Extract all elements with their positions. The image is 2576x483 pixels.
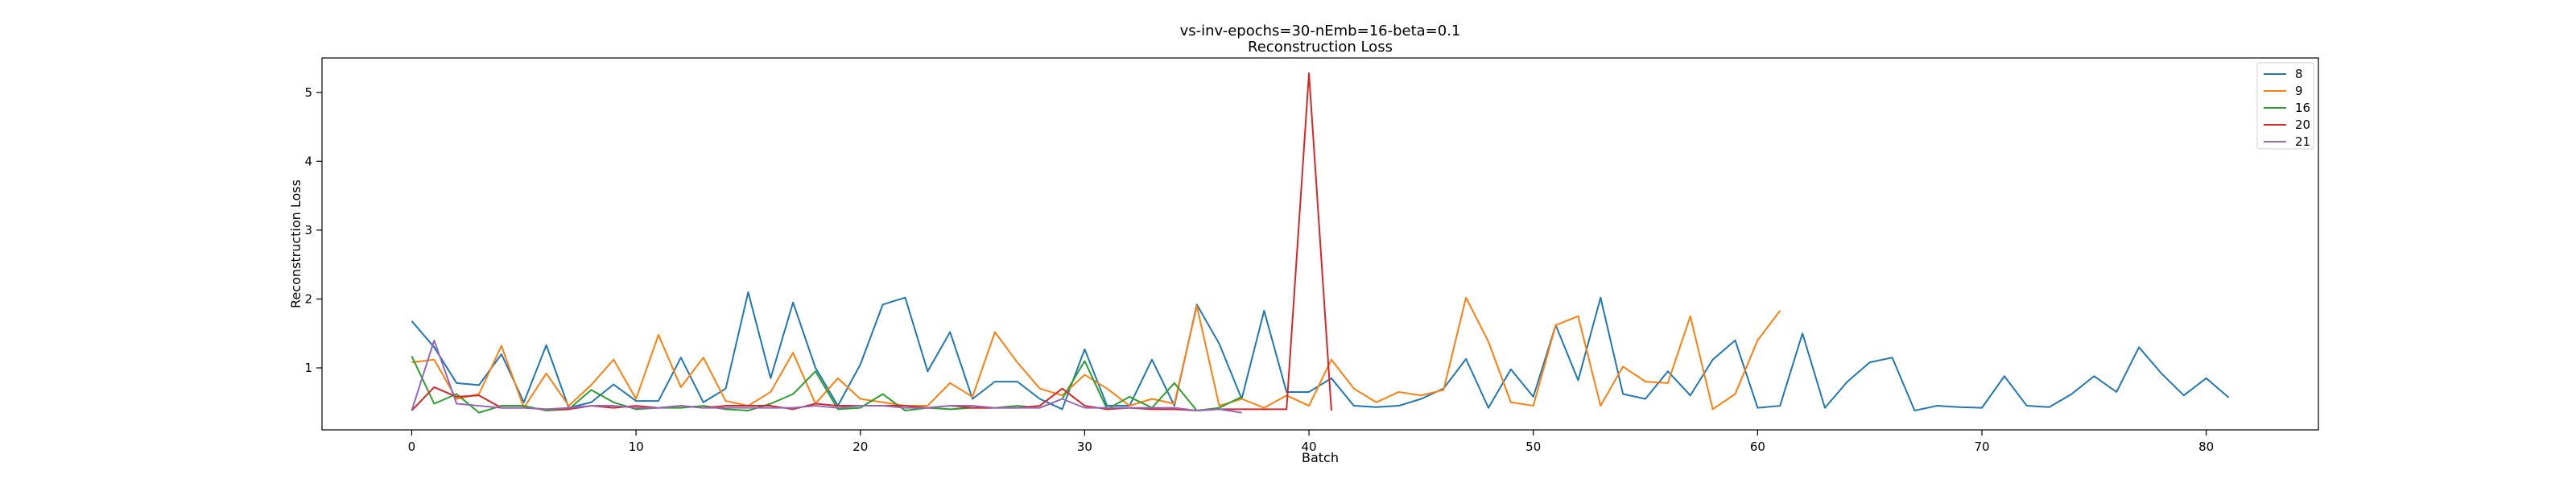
y-tick-label: 5 [304, 85, 312, 100]
x-tick-label: 60 [1750, 440, 1765, 454]
x-axis-label: Batch [1302, 450, 1339, 465]
series-line-8 [411, 291, 2230, 412]
y-axis-label: Reconstruction Loss [288, 180, 303, 308]
series-line-20 [411, 72, 1332, 412]
y-axis-ticks: 1 2 3 4 5 [304, 85, 322, 375]
x-tick-label: 50 [1525, 440, 1541, 454]
x-tick-label: 80 [2198, 440, 2214, 454]
series-line-21 [411, 339, 1242, 414]
x-tick-label: 40 [1302, 440, 1317, 454]
y-tick-label: 3 [304, 223, 312, 237]
y-tick-label: 4 [304, 154, 312, 168]
x-tick-label: 10 [629, 440, 644, 454]
chart-subtitle: Reconstruction Loss [1248, 39, 1393, 56]
legend-label-16: 16 [2295, 101, 2310, 115]
legend: 8 9 16 20 21 [2256, 62, 2314, 150]
legend-box [2256, 62, 2314, 150]
legend-label-20: 20 [2295, 118, 2310, 132]
legend-label-8: 8 [2295, 67, 2303, 81]
x-tick-label: 20 [852, 440, 868, 454]
x-axis-ticks: 0 10 20 30 40 50 60 70 80 [408, 430, 2214, 454]
series-line-9 [411, 296, 1781, 411]
x-tick-label: 70 [1974, 440, 1989, 454]
legend-label-9: 9 [2295, 84, 2303, 98]
series-lines [411, 72, 2230, 414]
x-tick-label: 30 [1077, 440, 1092, 454]
y-tick-label: 1 [304, 361, 312, 375]
series-line-16 [411, 356, 1242, 414]
legend-label-21: 21 [2295, 134, 2310, 149]
chart-title: vs-inv-epochs=30-nEmb=16-beta=0.1 [1180, 23, 1461, 39]
x-tick-label: 0 [408, 440, 416, 454]
plot-area [321, 57, 2319, 431]
plot-frame [321, 57, 2319, 431]
y-tick-label: 2 [304, 291, 312, 306]
